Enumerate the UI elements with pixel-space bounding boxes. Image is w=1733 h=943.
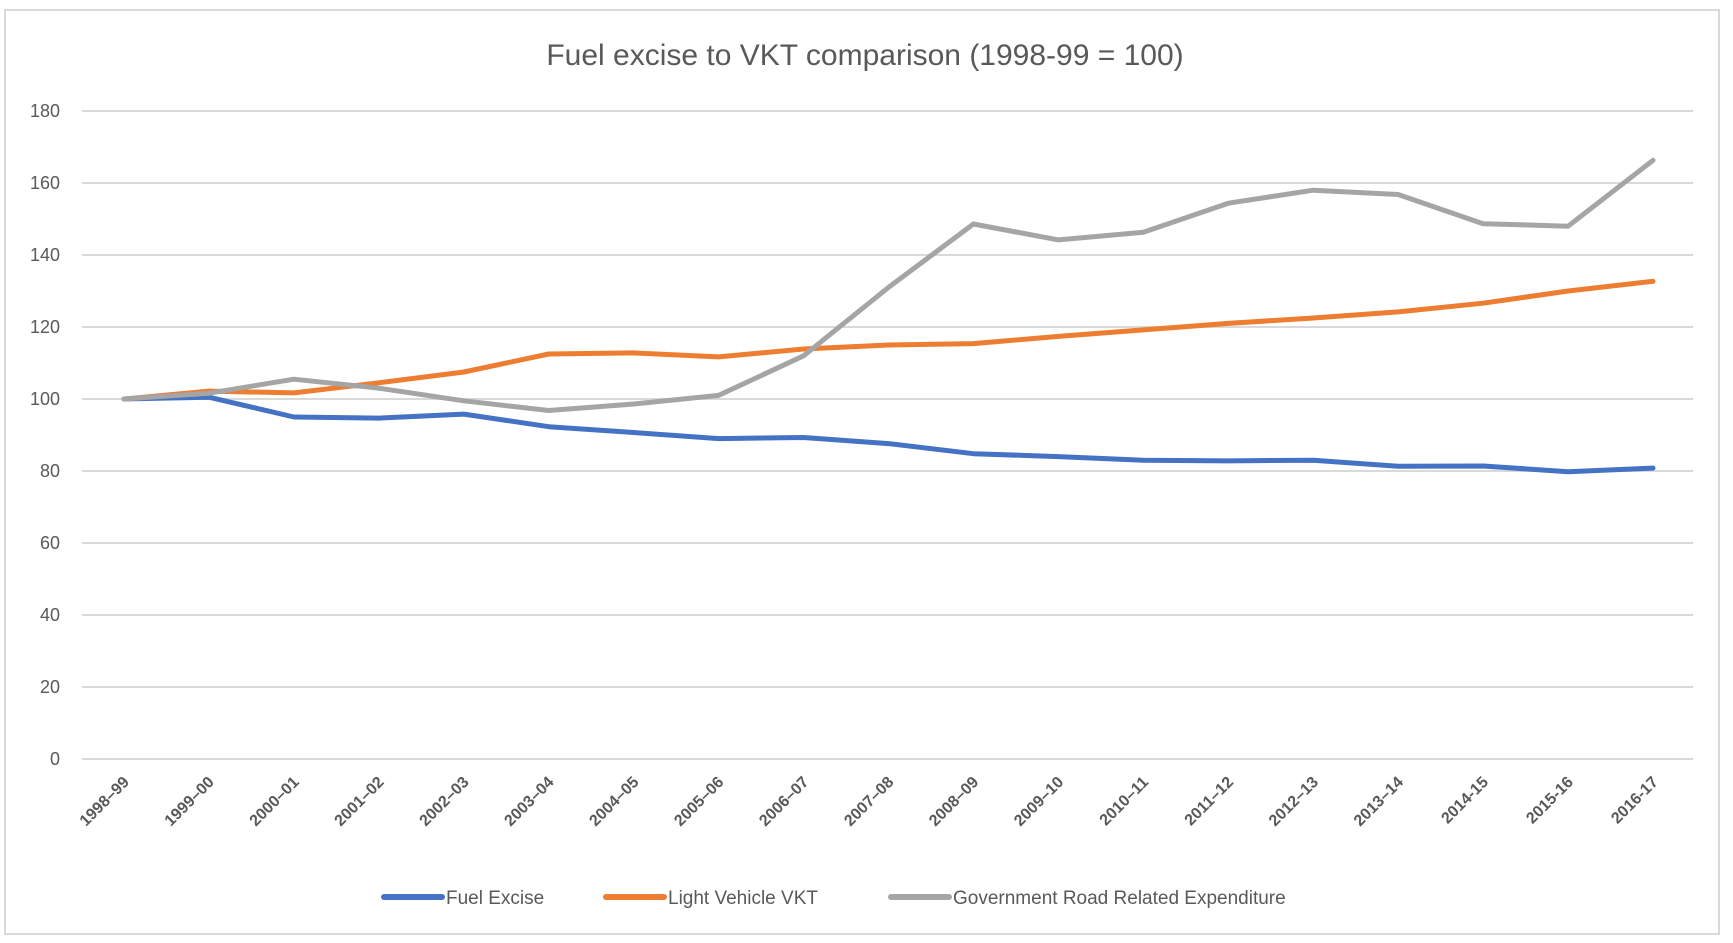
legend-item-government-road-related-expenditure: Government Road Related Expenditure — [888, 888, 1286, 909]
gridlines — [82, 110, 1693, 760]
series-line-fuel-excise — [121, 394, 1656, 475]
x-tick-label: 1999–00 — [162, 774, 218, 830]
x-tick-label: 2001–02 — [332, 774, 388, 830]
x-tick-label: 2015-16 — [1523, 774, 1577, 828]
y-tick-label: 120 — [30, 317, 60, 337]
legend-item-light-vehicle-vkt: Light Vehicle VKT — [603, 888, 818, 909]
y-tick-label: 80 — [40, 461, 60, 481]
legend-label: Light Vehicle VKT — [668, 888, 818, 909]
y-tick-label: 60 — [40, 533, 60, 553]
x-tick-label: 2011–12 — [1182, 774, 1238, 830]
chart-title: Fuel excise to VKT comparison (1998-99 =… — [546, 39, 1183, 72]
x-axis-ticks: 1998–99 1999–00 2000–01 2001–02 2002–03 2003–… — [77, 774, 1662, 830]
x-tick-label: 1998–99 — [77, 774, 133, 830]
y-tick-label: 40 — [40, 605, 60, 625]
y-tick-label: 0 — [50, 749, 60, 769]
x-tick-label: 2002–03 — [417, 774, 473, 830]
series-light-vehicle-vkt — [121, 278, 1656, 402]
x-tick-label: 2016-17 — [1608, 774, 1662, 828]
series-fuel-excise — [121, 394, 1656, 475]
series-line-light-vehicle-vkt — [121, 278, 1656, 402]
x-tick-label: 2010–11 — [1097, 774, 1153, 830]
y-tick-label: 20 — [40, 677, 60, 697]
legend-label: Fuel Excise — [446, 888, 544, 909]
x-tick-label: 2013–14 — [1351, 774, 1407, 830]
x-tick-label: 2006–07 — [756, 774, 812, 830]
y-tick-label: 140 — [30, 245, 60, 265]
x-tick-label: 2007–08 — [841, 774, 897, 830]
x-tick-label: 2003–04 — [501, 774, 557, 830]
x-tick-label: 2000–01 — [247, 774, 303, 830]
y-tick-label: 100 — [30, 389, 60, 409]
series-government-road-related-expenditure — [121, 157, 1656, 413]
legend-item-fuel-excise: Fuel Excise — [381, 888, 544, 909]
y-axis-ticks: 0 20 40 60 80 100 120 140 160 180 — [30, 101, 60, 769]
x-tick-label: 2008–09 — [926, 774, 982, 830]
x-tick-label: 2014-15 — [1438, 774, 1492, 828]
y-tick-label: 180 — [30, 101, 60, 121]
legend-label: Government Road Related Expenditure — [953, 888, 1286, 909]
series-line-government-road-related-expenditure — [121, 157, 1656, 413]
x-tick-label: 2005–06 — [671, 774, 727, 830]
x-tick-label: 2012–13 — [1266, 774, 1322, 830]
x-tick-label: 2004–05 — [586, 774, 642, 830]
x-tick-label: 2009–10 — [1011, 774, 1067, 830]
legend: Fuel Excise Light Vehicle VKT Government R… — [381, 888, 1286, 909]
series-lines — [121, 157, 1656, 475]
y-tick-label: 160 — [30, 173, 60, 193]
